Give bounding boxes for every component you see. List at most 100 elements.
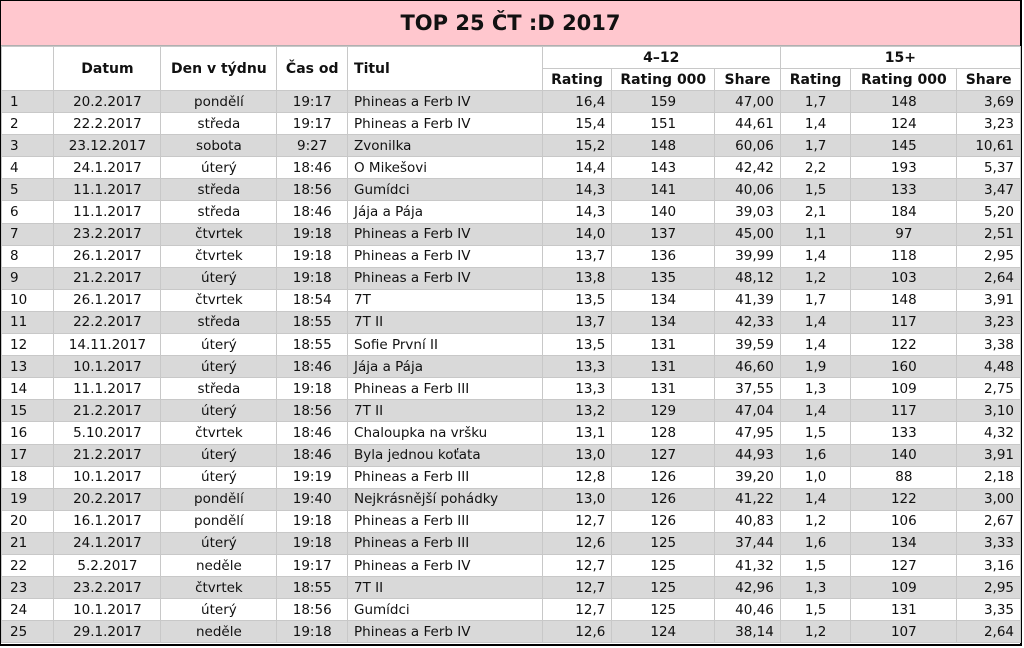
cell-share-4-12: 45,00 [714, 222, 781, 246]
cell-den-v-tydnu: úterý [160, 465, 278, 489]
cell-cas-od: 18:46 [276, 355, 349, 379]
cell-rating-15-plus: 1,4 [779, 112, 852, 136]
cell-index: 7 [0, 222, 55, 246]
cell-cas-od: 19:18 [276, 377, 349, 401]
table-row: 15 21.2.2017 úterý 18:56 7T II 13,2 129 47,04 1,… [0, 399, 1021, 423]
ratings-table: Datum Den v týdnu Čas od Titul 4–12 15+ … [0, 46, 1022, 644]
cell-rating000-15-plus: 103 [850, 266, 958, 290]
cell-den-v-tydnu: úterý [160, 531, 278, 555]
cell-titul: Phineas a Ferb IV [347, 266, 543, 290]
cell-rating000-15-plus: 124 [850, 112, 958, 136]
cell-titul: Phineas a Ferb III [347, 509, 543, 533]
cell-titul: Phineas a Ferb IV [347, 89, 543, 114]
cell-rating000-4-12: 137 [611, 222, 716, 246]
table-row: 3 23.12.2017 sobota 9:27 Zvonilka 15,2 148 60,0… [0, 134, 1021, 158]
cell-rating-15-plus: 1,2 [779, 509, 852, 533]
header-den-v-tydnu: Den v týdnu [160, 46, 278, 91]
header-rating000-15-plus: Rating 000 [850, 68, 958, 91]
cell-index: 4 [0, 156, 55, 180]
cell-rating000-4-12: 129 [611, 399, 716, 423]
cell-rating000-4-12: 134 [611, 310, 716, 335]
cell-titul: 7T II [347, 576, 543, 600]
cell-den-v-tydnu: středa [160, 112, 278, 136]
cell-rating-4-12: 13,0 [541, 487, 613, 511]
cell-share-4-12: 40,06 [714, 178, 781, 202]
cell-index: 19 [0, 487, 55, 511]
cell-rating000-15-plus: 133 [850, 421, 958, 445]
cell-index: 22 [0, 553, 55, 578]
cell-rating000-4-12: 134 [611, 288, 716, 312]
cell-share-4-12: 46,60 [714, 355, 781, 379]
cell-rating000-4-12: 159 [611, 89, 716, 114]
cell-titul: Jája a Pája [347, 200, 543, 224]
cell-share-15-plus: 3,91 [956, 288, 1021, 312]
cell-rating000-4-12: 140 [611, 200, 716, 224]
cell-den-v-tydnu: úterý [160, 399, 278, 423]
cell-titul: Phineas a Ferb III [347, 465, 543, 489]
cell-rating000-4-12: 135 [611, 266, 716, 290]
cell-titul: Zvonilka [347, 134, 543, 158]
cell-titul: Phineas a Ferb IV [347, 222, 543, 246]
cell-share-15-plus: 3,16 [956, 553, 1021, 578]
cell-rating-4-12: 14,3 [541, 178, 613, 202]
cell-rating-4-12: 16,4 [541, 89, 613, 114]
cell-share-15-plus: 2,75 [956, 377, 1021, 401]
cell-titul: O Mikešovi [347, 156, 543, 180]
cell-rating-15-plus: 1,6 [779, 443, 852, 467]
cell-index: 8 [0, 244, 55, 268]
cell-rating000-15-plus: 140 [850, 443, 958, 467]
cell-share-15-plus: 4,48 [956, 355, 1021, 379]
cell-rating000-15-plus: 160 [850, 355, 958, 379]
table-row: 24 10.1.2017 úterý 18:56 Gumídci 12,7 125 40,46… [0, 598, 1021, 622]
cell-index: 18 [0, 465, 55, 489]
cell-index: 21 [0, 531, 55, 555]
cell-rating000-4-12: 126 [611, 465, 716, 489]
cell-den-v-tydnu: úterý [160, 156, 278, 180]
cell-rating000-4-12: 151 [611, 112, 716, 136]
cell-datum: 10.1.2017 [53, 598, 162, 622]
cell-den-v-tydnu: pondělí [160, 509, 278, 533]
cell-datum: 21.2.2017 [53, 399, 162, 423]
header-rating-4-12: Rating [541, 68, 613, 91]
cell-share-4-12: 39,59 [714, 333, 781, 357]
cell-rating-15-plus: 1,4 [779, 399, 852, 423]
cell-rating-4-12: 13,7 [541, 244, 613, 268]
table-row: 17 21.2.2017 úterý 18:46 Byla jednou koťata 1… [0, 443, 1021, 467]
cell-den-v-tydnu: čtvrtek [160, 222, 278, 246]
cell-rating-15-plus: 1,3 [779, 377, 852, 401]
cell-den-v-tydnu: čtvrtek [160, 421, 278, 445]
cell-titul: Phineas a Ferb III [347, 531, 543, 555]
cell-index: 2 [0, 112, 55, 136]
cell-cas-od: 19:17 [276, 112, 349, 136]
cell-index: 11 [0, 310, 55, 335]
cell-den-v-tydnu: čtvrtek [160, 288, 278, 312]
cell-rating-15-plus: 1,2 [779, 620, 852, 644]
header-cas-od: Čas od [276, 46, 349, 91]
cell-titul: Jája a Pája [347, 355, 543, 379]
cell-cas-od: 18:55 [276, 333, 349, 357]
cell-rating-4-12: 15,2 [541, 134, 613, 158]
cell-share-4-12: 39,20 [714, 465, 781, 489]
cell-titul: Chaloupka na vršku [347, 421, 543, 445]
cell-share-15-plus: 2,95 [956, 244, 1021, 268]
cell-cas-od: 18:46 [276, 156, 349, 180]
cell-titul: Gumídci [347, 598, 543, 622]
table-row: 14 11.1.2017 středa 19:18 Phineas a Ferb III… [0, 377, 1021, 401]
cell-den-v-tydnu: úterý [160, 266, 278, 290]
cell-share-15-plus: 3,35 [956, 598, 1021, 622]
table-row: 23 23.2.2017 čtvrtek 18:55 7T II 12,7 125 42,96… [0, 576, 1021, 600]
cell-share-15-plus: 10,61 [956, 134, 1021, 158]
cell-rating000-15-plus: 88 [850, 465, 958, 489]
cell-rating000-4-12: 125 [611, 598, 716, 622]
cell-cas-od: 19:18 [276, 266, 349, 290]
cell-index: 5 [0, 178, 55, 202]
cell-share-15-plus: 3,23 [956, 310, 1021, 335]
cell-titul: Phineas a Ferb IV [347, 553, 543, 578]
cell-datum: 23.2.2017 [53, 222, 162, 246]
cell-rating000-15-plus: 117 [850, 399, 958, 423]
cell-datum: 16.1.2017 [53, 509, 162, 533]
cell-titul: Phineas a Ferb IV [347, 620, 543, 644]
cell-rating-15-plus: 1,2 [779, 266, 852, 290]
cell-rating000-4-12: 148 [611, 134, 716, 158]
